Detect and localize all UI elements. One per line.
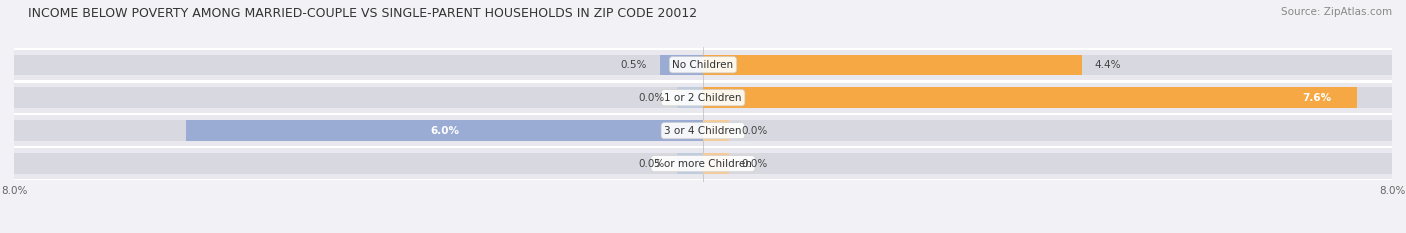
Text: 0.0%: 0.0% [638,159,664,169]
Text: 0.0%: 0.0% [742,159,768,169]
Bar [14,147,1392,180]
Bar [14,87,1392,108]
Bar [14,48,1392,81]
Bar [14,81,1392,114]
Text: 1 or 2 Children: 1 or 2 Children [664,93,742,103]
Bar [14,82,1392,113]
Text: Source: ZipAtlas.com: Source: ZipAtlas.com [1281,7,1392,17]
Text: 5 or more Children: 5 or more Children [654,159,752,169]
Bar [14,55,1392,75]
Text: 3 or 4 Children: 3 or 4 Children [664,126,742,136]
Bar [14,120,1392,141]
Bar [14,50,1392,80]
Bar [703,153,728,174]
Bar [186,120,703,141]
Bar [14,116,1392,146]
Bar [703,120,728,141]
Text: 0.5%: 0.5% [620,60,647,70]
Text: No Children: No Children [672,60,734,70]
Text: 4.4%: 4.4% [1095,60,1122,70]
Bar [14,148,1392,179]
Bar [678,87,703,108]
Bar [659,55,703,75]
Text: 7.6%: 7.6% [1302,93,1331,103]
Bar [14,114,1392,147]
Bar [678,153,703,174]
Bar [703,87,1358,108]
Text: 0.0%: 0.0% [742,126,768,136]
Bar [703,55,1083,75]
Text: INCOME BELOW POVERTY AMONG MARRIED-COUPLE VS SINGLE-PARENT HOUSEHOLDS IN ZIP COD: INCOME BELOW POVERTY AMONG MARRIED-COUPL… [28,7,697,20]
Bar [14,153,1392,174]
Text: 6.0%: 6.0% [430,126,460,136]
Text: 0.0%: 0.0% [638,93,664,103]
